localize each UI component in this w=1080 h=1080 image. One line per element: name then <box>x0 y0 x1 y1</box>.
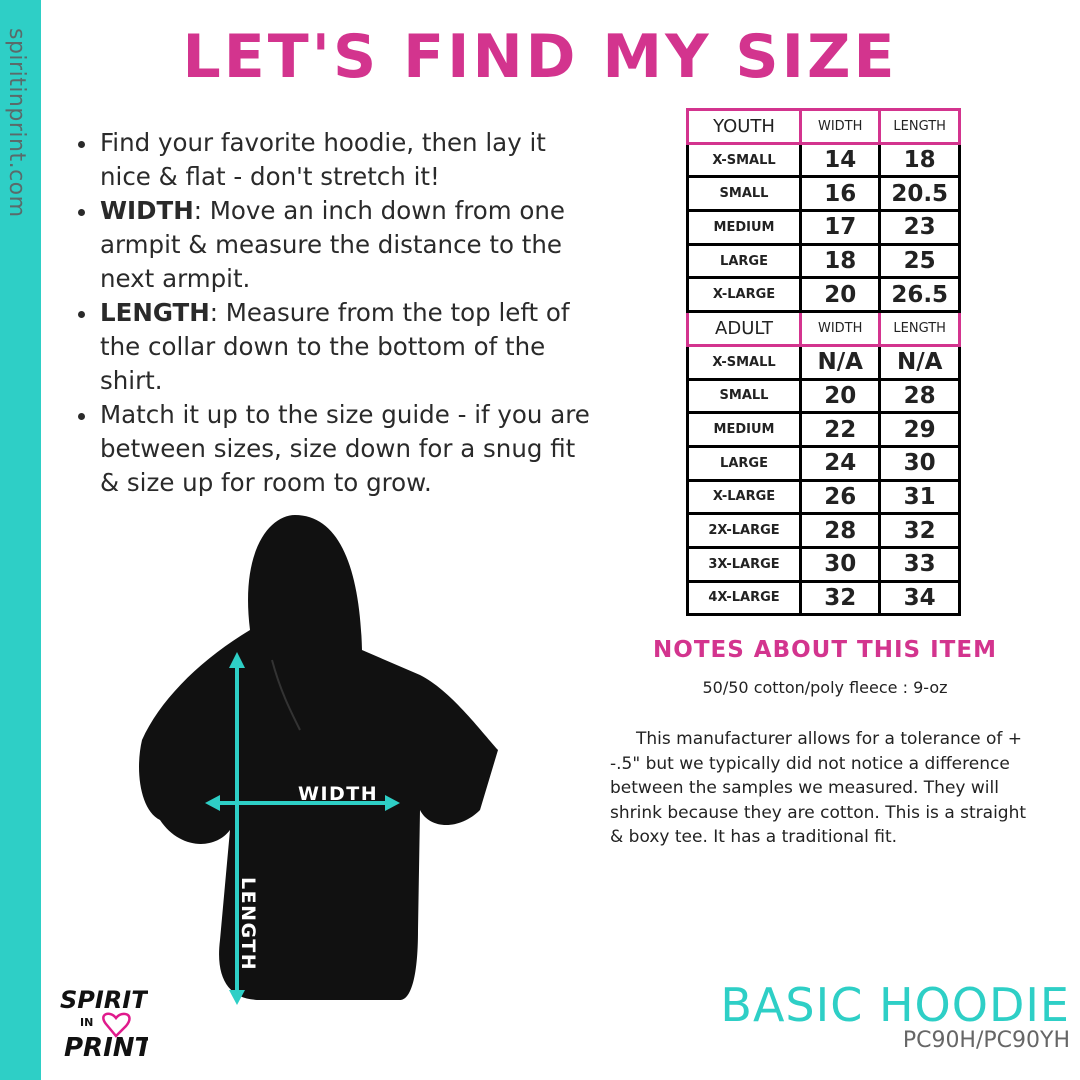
instruction-item: Find your favorite hoodie, then lay it n… <box>78 126 590 194</box>
size-name: 4X-LARGE <box>685 579 803 617</box>
size-name: SMALL <box>685 175 803 213</box>
length-value: 31 <box>878 478 961 516</box>
width-value: 20 <box>799 377 882 415</box>
adult-group-label: ADULT <box>685 310 803 347</box>
width-value: 20 <box>799 276 882 314</box>
size-row: SMALL 20 28 <box>685 377 961 415</box>
size-row: MEDIUM 22 29 <box>685 411 961 448</box>
youth-group-label: YOUTH <box>685 108 803 145</box>
spirit-in-print-logo: SPIRIT IN PRINT <box>60 986 148 1062</box>
size-row: X-LARGE 26 31 <box>685 478 961 516</box>
instruction-text: : Move an inch down from one armpit & me… <box>100 196 565 293</box>
size-row: X-SMALL N/A N/A <box>685 343 961 381</box>
hoodie-diagram: WIDTH LENGTH <box>139 515 498 1005</box>
notes-heading: NOTES ABOUT THIS ITEM <box>653 637 997 663</box>
width-value: 18 <box>799 242 882 280</box>
size-name: X-SMALL <box>685 343 803 381</box>
width-value: 28 <box>799 512 882 549</box>
instruction-item: WIDTH: Move an inch down from one armpit… <box>78 194 590 296</box>
width-value: 16 <box>799 175 882 213</box>
website-url: spiritinprint.com <box>4 28 29 218</box>
instruction-keyword: LENGTH <box>100 298 210 327</box>
width-value: 26 <box>799 478 882 516</box>
size-row: 4X-LARGE 32 34 <box>685 579 961 617</box>
instruction-item: Match it up to the size guide - if you a… <box>78 398 590 500</box>
size-row: LARGE 18 25 <box>685 242 961 280</box>
notes-body: This manufacturer allows for a tolerance… <box>610 729 1027 847</box>
width-value: 14 <box>799 141 882 179</box>
size-name: 3X-LARGE <box>685 545 803 583</box>
size-name: SMALL <box>685 377 803 415</box>
width-value: 22 <box>799 411 882 448</box>
length-value: 25 <box>878 242 961 280</box>
length-label: LENGTH <box>237 877 259 971</box>
size-name: X-SMALL <box>685 141 803 179</box>
size-row: X-LARGE 20 26.5 <box>685 276 961 314</box>
length-value: 34 <box>878 579 961 617</box>
hoodie-image <box>139 515 498 1000</box>
length-value: 20.5 <box>878 175 961 213</box>
length-value: N/A <box>878 343 961 381</box>
product-code: PC90H/PC90YH <box>902 1028 1070 1053</box>
size-name: 2X-LARGE <box>685 512 803 549</box>
length-value: 26.5 <box>878 276 961 314</box>
length-header: LENGTH <box>878 310 961 347</box>
instruction-keyword: WIDTH <box>100 196 194 225</box>
width-header: WIDTH <box>799 310 882 347</box>
size-name: X-LARGE <box>685 276 803 314</box>
size-row: 2X-LARGE 28 32 <box>685 512 961 549</box>
size-name: LARGE <box>685 242 803 280</box>
length-header: LENGTH <box>878 108 961 145</box>
length-value: 33 <box>878 545 961 583</box>
length-value: 30 <box>878 444 961 482</box>
size-row: SMALL 16 20.5 <box>685 175 961 213</box>
instructions-list: Find your favorite hoodie, then lay it n… <box>78 126 590 500</box>
length-value: 23 <box>878 209 961 246</box>
size-name: LARGE <box>685 444 803 482</box>
width-header: WIDTH <box>799 108 882 145</box>
size-row: X-SMALL 14 18 <box>685 141 961 179</box>
size-name: MEDIUM <box>685 411 803 448</box>
width-value: 30 <box>799 545 882 583</box>
size-row: 3X-LARGE 30 33 <box>685 545 961 583</box>
page-title: LET'S FIND MY SIZE <box>182 22 898 92</box>
side-bar: spiritinprint.com <box>0 0 41 1080</box>
svg-text:PRINT: PRINT <box>64 1033 148 1062</box>
width-label: WIDTH <box>298 783 378 805</box>
size-name: X-LARGE <box>685 478 803 516</box>
adult-header-row: ADULT WIDTH LENGTH <box>685 310 961 347</box>
svg-text:IN: IN <box>80 1016 93 1029</box>
width-value: 24 <box>799 444 882 482</box>
length-value: 28 <box>878 377 961 415</box>
instruction-item: LENGTH: Measure from the top left of the… <box>78 296 590 398</box>
notes-material: 50/50 cotton/poly fleece : 9-oz <box>702 678 948 697</box>
instruction-text: Find your favorite hoodie, then lay it n… <box>100 128 546 191</box>
length-value: 18 <box>878 141 961 179</box>
length-value: 29 <box>878 411 961 448</box>
width-value: N/A <box>799 343 882 381</box>
instruction-text: Match it up to the size guide - if you a… <box>100 400 590 497</box>
size-chart: YOUTH WIDTH LENGTH X-SMALL 14 18 SMALL 16 20.5 ME… <box>685 108 961 617</box>
youth-header-row: YOUTH WIDTH LENGTH <box>685 108 961 145</box>
svg-text:SPIRIT: SPIRIT <box>60 986 148 1014</box>
width-value: 17 <box>799 209 882 246</box>
instruction-text: : Measure from the top left of the colla… <box>100 298 570 395</box>
size-name: MEDIUM <box>685 209 803 246</box>
size-row: LARGE 24 30 <box>685 444 961 482</box>
width-value: 32 <box>799 579 882 617</box>
product-name: BASIC HOODIE <box>720 978 1070 1032</box>
length-value: 32 <box>878 512 961 549</box>
size-row: MEDIUM 17 23 <box>685 209 961 246</box>
